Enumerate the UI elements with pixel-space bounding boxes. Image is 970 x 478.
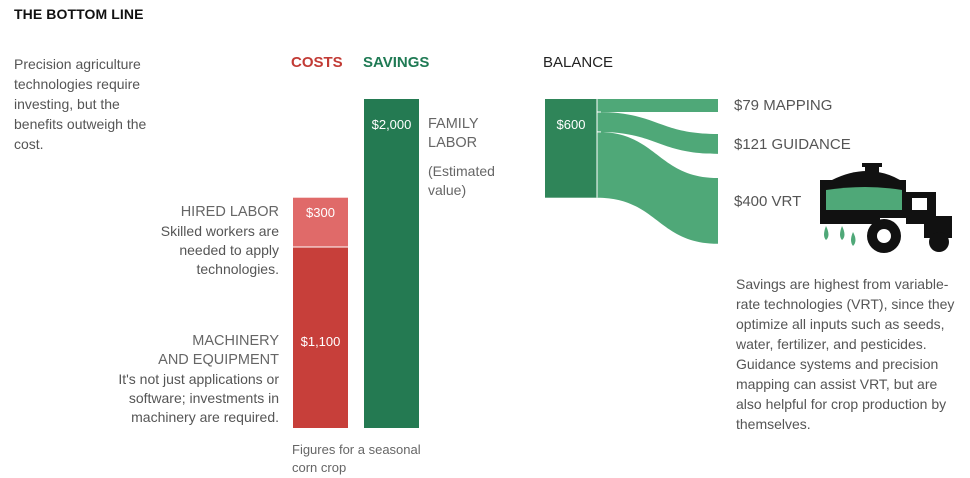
hired-labor-bar bbox=[293, 197, 348, 248]
mapping-flow bbox=[597, 99, 718, 112]
tractor-sprayer-icon bbox=[820, 163, 952, 253]
hired-labor-head: HIRED LABOR bbox=[180, 204, 279, 220]
bars-group: $1,100 $300 $2,000 $600 bbox=[293, 99, 597, 428]
savings-header: SAVINGS bbox=[363, 54, 430, 71]
family-labor-label: FAMILY LABOR bbox=[428, 116, 479, 151]
hired-labor-bar-value: $300 bbox=[306, 205, 335, 220]
vrt-label: $400 VRT bbox=[734, 193, 801, 210]
hired-labor-desc: Skilled workers are needed to apply tech… bbox=[160, 223, 279, 277]
family-labor-value: $2,000 bbox=[372, 117, 412, 132]
flows-group: $79 MAPPING $121 GUIDANCE $400 VRT bbox=[596, 97, 851, 244]
balance-value: $600 bbox=[557, 117, 586, 132]
intro-text: Precision agriculture technologies requi… bbox=[14, 56, 147, 152]
balance-bar bbox=[545, 99, 597, 198]
machinery-head-2: AND EQUIPMENT bbox=[158, 352, 279, 368]
machinery-desc: It's not just applications or software; … bbox=[118, 371, 279, 425]
hired-labor-label: HIRED LABOR Skilled workers are needed t… bbox=[149, 203, 279, 279]
chart-title: THE BOTTOM LINE bbox=[14, 6, 144, 22]
vrt-note: Savings are highest from variable-rate t… bbox=[736, 276, 955, 432]
machinery-label: MACHINERY AND EQUIPMENT It's not just ap… bbox=[99, 332, 279, 427]
balance-header: BALANCE bbox=[543, 54, 614, 71]
costs-header: COSTS bbox=[291, 54, 343, 71]
mapping-label: $79 MAPPING bbox=[734, 97, 832, 114]
family-labor-note: (Estimated value) bbox=[428, 163, 495, 198]
footnote: Figures for a seasonal corn crop bbox=[292, 442, 421, 475]
machinery-bar-value: $1,100 bbox=[301, 334, 341, 349]
machinery-bar bbox=[293, 247, 348, 428]
family-labor-bar bbox=[364, 99, 419, 428]
machinery-head-1: MACHINERY bbox=[192, 333, 279, 349]
guidance-flow bbox=[597, 111, 718, 154]
guidance-label: $121 GUIDANCE bbox=[734, 136, 851, 153]
vrt-flow bbox=[597, 131, 718, 244]
